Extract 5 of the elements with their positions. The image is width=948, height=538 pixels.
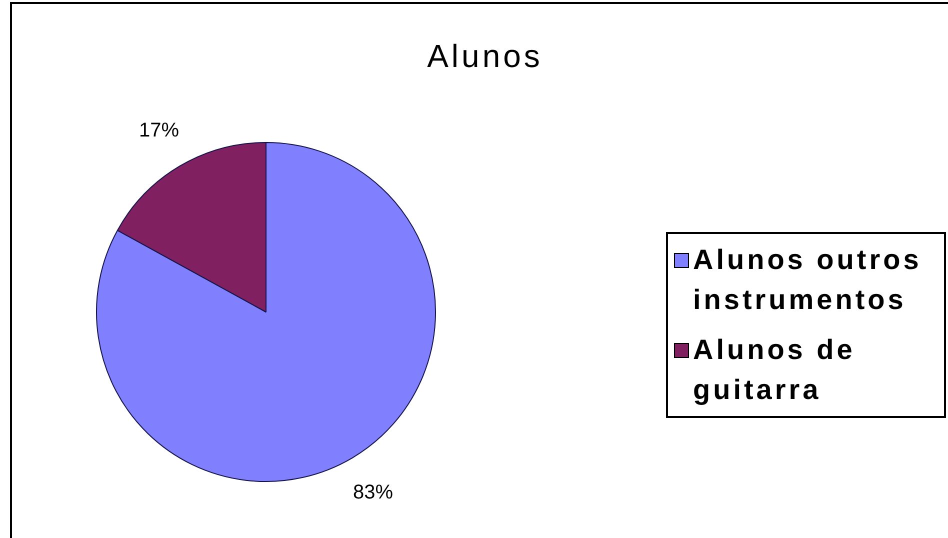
legend-label: Alunos outros instrumentos — [693, 243, 923, 317]
data-label: 83% — [352, 481, 394, 504]
chart-title: Alunos — [426, 37, 544, 76]
data-label: 17% — [138, 120, 180, 142]
legend-label: Alunos de guitarra — [693, 333, 856, 407]
